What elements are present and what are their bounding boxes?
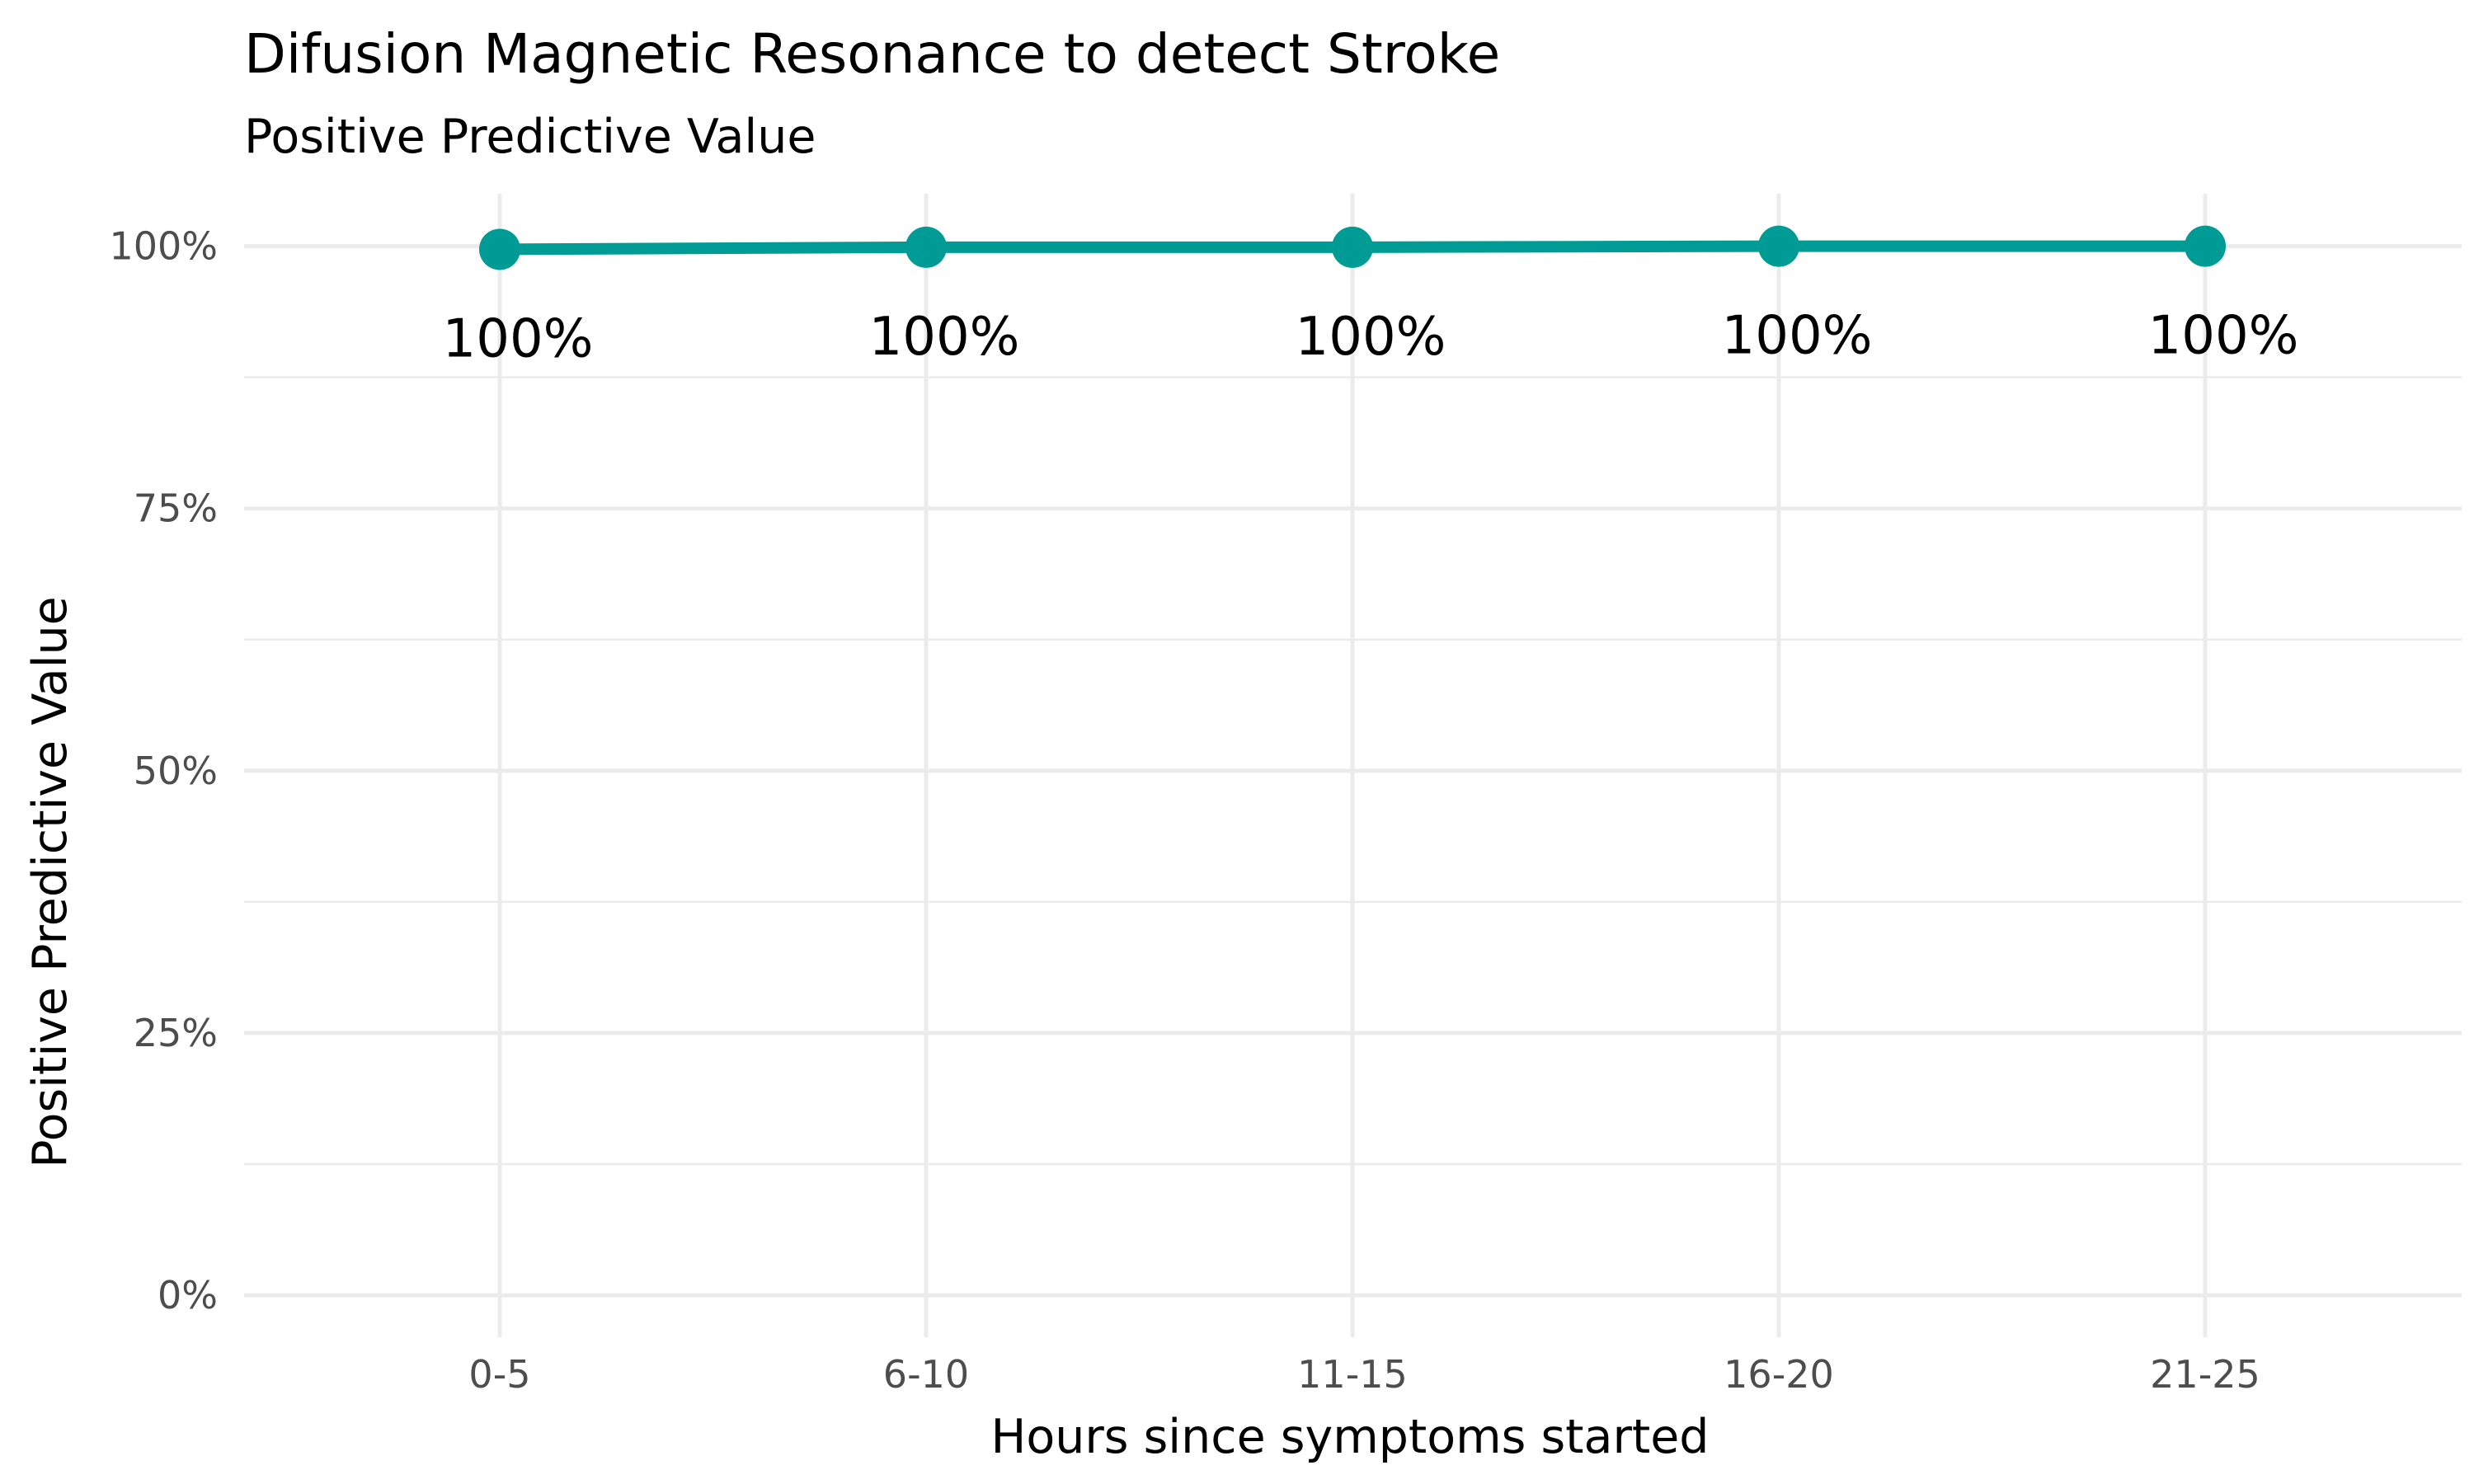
y-tick-label: 50%: [134, 749, 218, 793]
chart-title: Difusion Magnetic Resonance to detect St…: [244, 22, 1500, 86]
data-point: [479, 228, 520, 270]
y-tick-label: 75%: [134, 486, 218, 531]
y-tick-label: 25%: [134, 1011, 218, 1055]
data-labels: 100% 100% 100% 100% 100%: [443, 306, 2299, 370]
grid: [244, 194, 2462, 1337]
x-tick-label: 11-15: [1297, 1352, 1408, 1397]
data-label: 100%: [1296, 307, 1446, 368]
x-tick-label: 6-10: [883, 1352, 969, 1397]
x-tick-label: 21-25: [2150, 1352, 2260, 1397]
y-tick-label: 100%: [109, 224, 218, 269]
x-axis-ticks: 0-5 6-10 11-15 16-20 21-25: [468, 1352, 2260, 1397]
data-label: 100%: [869, 307, 1020, 368]
y-axis-ticks: 0% 25% 50% 75% 100%: [109, 224, 218, 1317]
y-axis-title: Positive Predictive Value: [23, 596, 78, 1167]
data-label: 100%: [2148, 306, 2299, 367]
data-label: 100%: [1722, 306, 1873, 367]
data-point: [1332, 226, 1373, 268]
x-tick-label: 0-5: [468, 1352, 530, 1397]
data-label: 100%: [443, 308, 594, 369]
series-layer: [479, 225, 2226, 270]
y-tick-label: 0%: [158, 1273, 218, 1317]
data-point: [1758, 225, 1799, 267]
data-point: [905, 226, 947, 268]
x-tick-label: 16-20: [1724, 1352, 1834, 1397]
data-point: [2185, 225, 2226, 267]
chart-subtitle: Positive Predictive Value: [244, 110, 816, 164]
x-axis-title: Hours since symptoms started: [990, 1410, 1709, 1464]
